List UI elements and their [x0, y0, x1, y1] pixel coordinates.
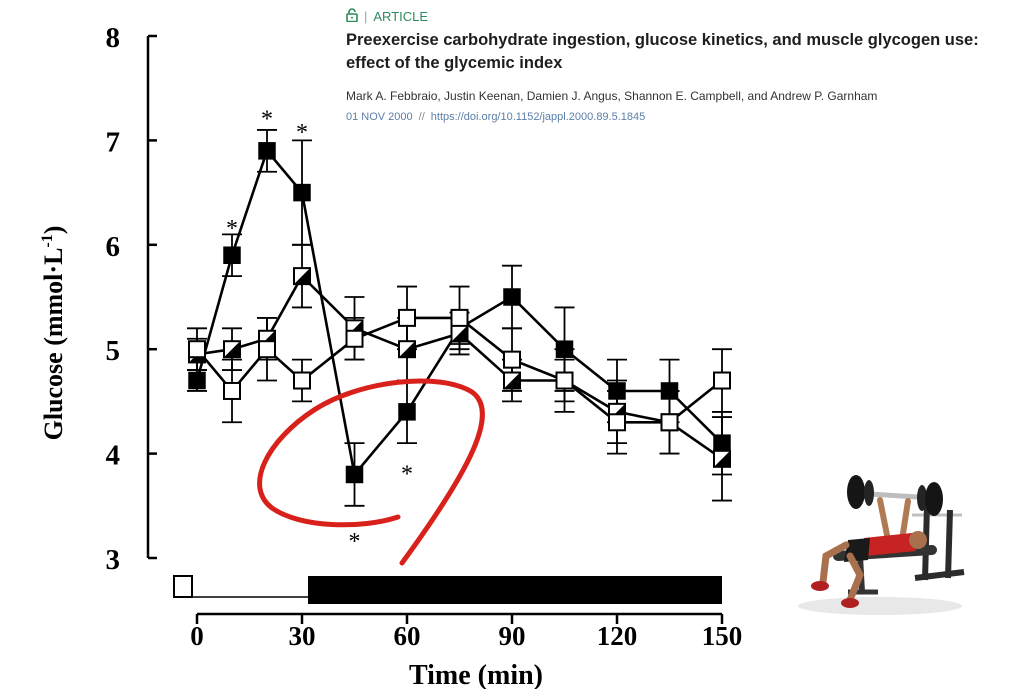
x-axis-label: Time (min)	[409, 660, 543, 689]
data-point-filled	[660, 382, 679, 400]
rest-period-marker	[173, 575, 193, 598]
data-point-open	[503, 350, 521, 369]
data-point-half-fill	[399, 341, 415, 358]
y-tick-label: 7	[106, 126, 121, 158]
data-point-open	[450, 308, 469, 327]
data-point-filled	[608, 382, 626, 400]
significance-marker: *	[261, 106, 273, 132]
data-point-filled	[223, 246, 241, 264]
data-point-filled	[713, 434, 731, 452]
x-tick-label: 0	[190, 621, 204, 651]
data-point-half-fill	[714, 450, 730, 467]
x-tick-label: 120	[597, 621, 638, 651]
data-point-filled	[555, 340, 574, 358]
kicker-separator: |	[364, 9, 368, 24]
chart-axes	[146, 36, 722, 616]
data-point-filled	[398, 403, 416, 421]
article-authors: Mark A. Febbraio, Justin Keenan, Damien …	[346, 89, 878, 103]
article-kicker: | ARTICLE	[346, 8, 1016, 25]
data-point-filled	[293, 183, 311, 202]
data-point-filled	[258, 142, 276, 160]
data-point-open	[293, 371, 311, 390]
x-tick-label: 30	[289, 621, 316, 651]
data-point-half-fill	[294, 268, 310, 285]
data-point-open	[345, 329, 364, 348]
y-tick-label: 6	[106, 231, 121, 263]
exercise-period-bar	[308, 576, 722, 604]
doi-link[interactable]: https://doi.org/10.1152/jappl.2000.89.5.…	[430, 111, 646, 123]
data-point-open	[660, 413, 679, 432]
significance-group: * * * * *	[226, 106, 413, 555]
data-point-half-fill	[224, 341, 240, 358]
article-header: | ARTICLE Preexercise carbohydrate inges…	[346, 8, 1016, 123]
series-markers	[188, 142, 731, 484]
article-type-label: ARTICLE	[373, 9, 429, 24]
significance-marker: *	[296, 120, 308, 146]
data-point-open	[223, 381, 241, 400]
x-tick-label: 90	[499, 621, 526, 651]
y-axis-label: Glucose (mmol·L-1)	[39, 226, 68, 441]
data-point-half-fill	[451, 325, 468, 342]
data-point-open	[188, 340, 206, 359]
lock-open-icon	[346, 8, 358, 25]
bench-press-athlete-icon	[798, 475, 965, 615]
red-circle-annotation	[257, 378, 485, 566]
article-title-line-1: Preexercise carbohydrate ingestion, gluc…	[346, 31, 979, 49]
data-point-filled	[503, 288, 521, 306]
data-point-open	[258, 340, 276, 359]
data-point-open	[713, 371, 731, 390]
x-tick-label: 150	[702, 621, 743, 651]
article-title-line-2: effect of the glycemic index	[346, 54, 563, 72]
y-tick-label: 5	[106, 335, 121, 367]
publication-date: 01 NOV 2000	[346, 111, 413, 123]
y-tick-label: 8	[106, 22, 121, 54]
article-meta: 01 NOV 2000 // https://doi.org/10.1152/jap…	[346, 111, 1016, 123]
meta-separator: //	[418, 111, 425, 123]
data-point-filled	[345, 465, 364, 484]
significance-marker: *	[349, 529, 361, 555]
y-tick-label: 3	[106, 544, 121, 576]
significance-marker: *	[401, 461, 413, 487]
data-point-open	[555, 371, 574, 390]
data-point-half-fill	[504, 372, 520, 389]
x-tick-label: 60	[394, 621, 421, 651]
period-bars	[173, 575, 722, 604]
data-point-open	[608, 413, 626, 432]
data-point-filled	[188, 371, 206, 390]
x-tick-group: 0 30 60 90 120 150	[190, 614, 742, 651]
y-tick-group: 3 4 5 6 7 8	[106, 22, 157, 576]
data-point-open	[398, 308, 416, 327]
article-title[interactable]: Preexercise carbohydrate ingestion, gluc…	[346, 29, 1016, 75]
significance-marker: *	[226, 216, 238, 242]
y-tick-label: 4	[106, 440, 121, 472]
